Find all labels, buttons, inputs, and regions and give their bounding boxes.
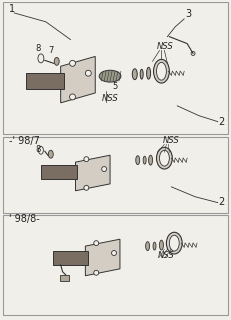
Ellipse shape bbox=[166, 232, 182, 254]
Ellipse shape bbox=[156, 62, 166, 80]
Text: 3: 3 bbox=[185, 9, 191, 19]
Text: NSS: NSS bbox=[102, 94, 119, 103]
Bar bbox=[3, 215, 228, 315]
Text: 1: 1 bbox=[9, 4, 15, 14]
Text: 7: 7 bbox=[48, 46, 53, 55]
Ellipse shape bbox=[99, 70, 121, 82]
Circle shape bbox=[112, 251, 116, 255]
Ellipse shape bbox=[140, 69, 143, 79]
Ellipse shape bbox=[146, 242, 150, 251]
Ellipse shape bbox=[149, 155, 152, 165]
Text: -' 98/7: -' 98/7 bbox=[9, 136, 40, 146]
Ellipse shape bbox=[38, 146, 43, 154]
Circle shape bbox=[84, 185, 89, 190]
Polygon shape bbox=[76, 155, 110, 191]
Ellipse shape bbox=[38, 54, 44, 63]
Circle shape bbox=[102, 167, 107, 172]
Bar bbox=[26, 73, 64, 89]
Ellipse shape bbox=[132, 69, 137, 80]
Ellipse shape bbox=[156, 147, 172, 169]
Text: 8: 8 bbox=[35, 145, 40, 154]
Text: 2: 2 bbox=[219, 196, 225, 207]
Text: NSS: NSS bbox=[158, 251, 174, 260]
Ellipse shape bbox=[48, 150, 53, 158]
Bar bbox=[53, 251, 88, 265]
Bar bbox=[41, 165, 77, 179]
Circle shape bbox=[84, 157, 89, 162]
Circle shape bbox=[70, 94, 76, 100]
Text: NSS: NSS bbox=[156, 43, 173, 52]
Circle shape bbox=[70, 60, 76, 66]
Ellipse shape bbox=[159, 150, 169, 166]
Bar bbox=[3, 137, 228, 212]
Ellipse shape bbox=[154, 60, 169, 83]
Circle shape bbox=[94, 241, 99, 246]
Circle shape bbox=[85, 70, 91, 76]
Circle shape bbox=[191, 52, 195, 55]
Ellipse shape bbox=[54, 57, 59, 65]
Text: ' 98/8-: ' 98/8- bbox=[9, 214, 40, 224]
Ellipse shape bbox=[147, 67, 151, 79]
Text: 2: 2 bbox=[219, 116, 225, 127]
Ellipse shape bbox=[136, 156, 140, 164]
Bar bbox=[60, 275, 69, 281]
Bar bbox=[3, 2, 228, 134]
Polygon shape bbox=[61, 56, 95, 103]
Text: NSS: NSS bbox=[162, 136, 179, 145]
Text: 8: 8 bbox=[35, 44, 40, 53]
Ellipse shape bbox=[153, 242, 156, 250]
Ellipse shape bbox=[143, 156, 146, 164]
Polygon shape bbox=[85, 239, 120, 276]
Ellipse shape bbox=[169, 235, 179, 251]
Circle shape bbox=[94, 270, 99, 275]
Text: 5: 5 bbox=[112, 82, 117, 91]
Ellipse shape bbox=[159, 240, 163, 250]
